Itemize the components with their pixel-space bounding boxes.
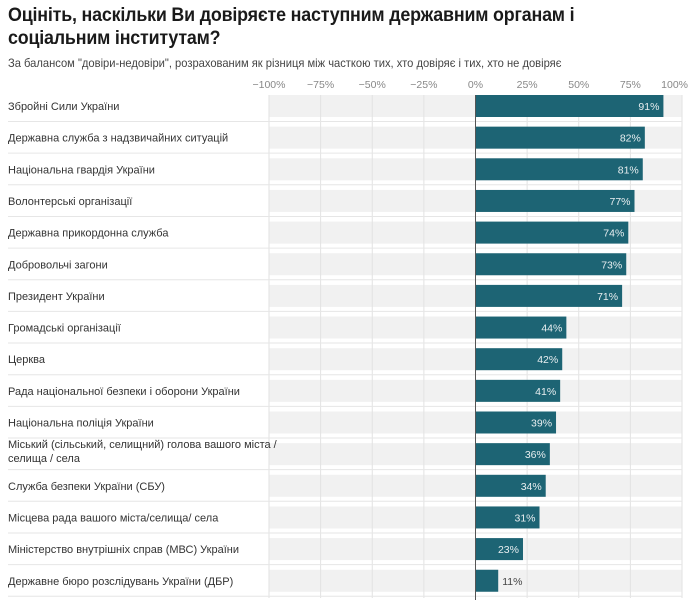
row-label-line: селища / села [8, 453, 81, 465]
row-label: Служба безпеки України (СБУ) [8, 481, 165, 493]
x-tick-label: 0% [468, 79, 483, 91]
x-tick-label: −100% [253, 79, 286, 91]
bar [475, 411, 557, 434]
chart-title-wrap: Оцініть, наскільки Ви довіряєте наступни… [8, 4, 677, 50]
value-label: 31% [514, 512, 535, 524]
value-label: 42% [537, 354, 558, 366]
row-label: Волонтерські організації [8, 196, 132, 208]
row-label: Державне бюро розслідувань України (ДБР) [8, 576, 233, 588]
row-label: Добровольчі загони [8, 259, 108, 271]
value-label: 23% [498, 544, 519, 556]
bar [475, 126, 645, 149]
value-label: 73% [601, 259, 622, 271]
chart-title: Оцініть, наскільки Ви довіряєте наступни… [8, 5, 575, 49]
bar [475, 506, 540, 529]
bar [475, 189, 635, 212]
row-label: Президент України [8, 291, 105, 303]
row-label: Національна гвардія України [8, 164, 155, 176]
value-label: 81% [618, 164, 639, 176]
row-label: Міністерство внутрішніх справ (МВС) Укра… [8, 544, 239, 556]
bar [475, 316, 567, 339]
bar [475, 443, 550, 466]
row-label: Національна поліція України [8, 418, 154, 430]
row-label: Церква [8, 354, 46, 366]
row-label: Громадські організації [8, 323, 121, 335]
value-label: 74% [603, 228, 624, 240]
row-label: Міський (сільський, селищний) голова ваш… [8, 439, 278, 465]
row-label-line: Міський (сільський, селищний) голова ваш… [8, 439, 278, 451]
value-label: 36% [525, 449, 546, 461]
x-tick-label: 75% [620, 79, 641, 91]
bar [475, 538, 523, 561]
x-tick-label: −50% [359, 79, 386, 91]
bar [475, 474, 546, 497]
x-tick-label: −25% [410, 79, 437, 91]
value-label: 82% [620, 133, 641, 145]
row-label: Збройні Сили України [8, 101, 119, 113]
row-labels: Збройні Сили України Державна служба з на… [8, 101, 278, 588]
value-label: 91% [638, 101, 659, 113]
value-label: 41% [535, 386, 556, 398]
bar [475, 158, 643, 181]
row-label: Державна прикордонна служба [8, 228, 169, 240]
row-label: Рада національної безпеки і оборони Укра… [8, 386, 240, 398]
bar [475, 221, 629, 244]
bar [475, 284, 623, 307]
chart-subtitle: За балансом "довіри-недовіри", розрахова… [8, 56, 562, 70]
value-label: 11% [502, 576, 522, 588]
x-tick-label: 50% [568, 79, 589, 91]
bar [475, 253, 627, 276]
bar [475, 348, 563, 371]
row-label: Місцева рада вашого міста/селища/ села [8, 512, 219, 524]
x-tick-label: 25% [517, 79, 538, 91]
bar [475, 95, 664, 117]
row-separators [8, 121, 682, 597]
bar [475, 569, 499, 592]
value-label: 71% [597, 291, 618, 303]
bars [475, 95, 664, 592]
x-tick-labels: −100% −75% −50% −25% 0% 25% 50% 75% 100% [253, 79, 689, 91]
x-tick-label: 100% [661, 79, 688, 91]
value-label: 44% [541, 323, 562, 335]
value-labels: 91% 82% 81% 77% 74% 73% 71% 44% 42% 41% 39% 36% 34% 3… [498, 101, 659, 588]
bar [475, 379, 561, 402]
value-label: 34% [521, 481, 542, 493]
x-tick-label: −75% [307, 79, 334, 91]
row-label: Державна служба з надзвичайних ситуацій [8, 133, 228, 145]
value-label: 39% [531, 418, 552, 430]
value-label: 77% [609, 196, 630, 208]
